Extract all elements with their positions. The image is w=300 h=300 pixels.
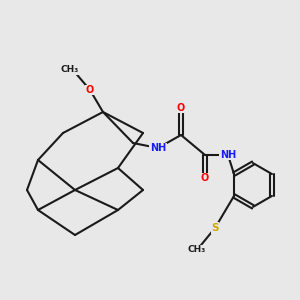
Text: CH₃: CH₃ <box>188 245 206 254</box>
Text: O: O <box>86 85 94 95</box>
Text: O: O <box>201 173 209 183</box>
Text: O: O <box>177 103 185 113</box>
Text: NH: NH <box>220 150 236 160</box>
Text: NH: NH <box>150 143 166 153</box>
Text: CH₃: CH₃ <box>61 65 79 74</box>
Text: S: S <box>211 223 219 233</box>
